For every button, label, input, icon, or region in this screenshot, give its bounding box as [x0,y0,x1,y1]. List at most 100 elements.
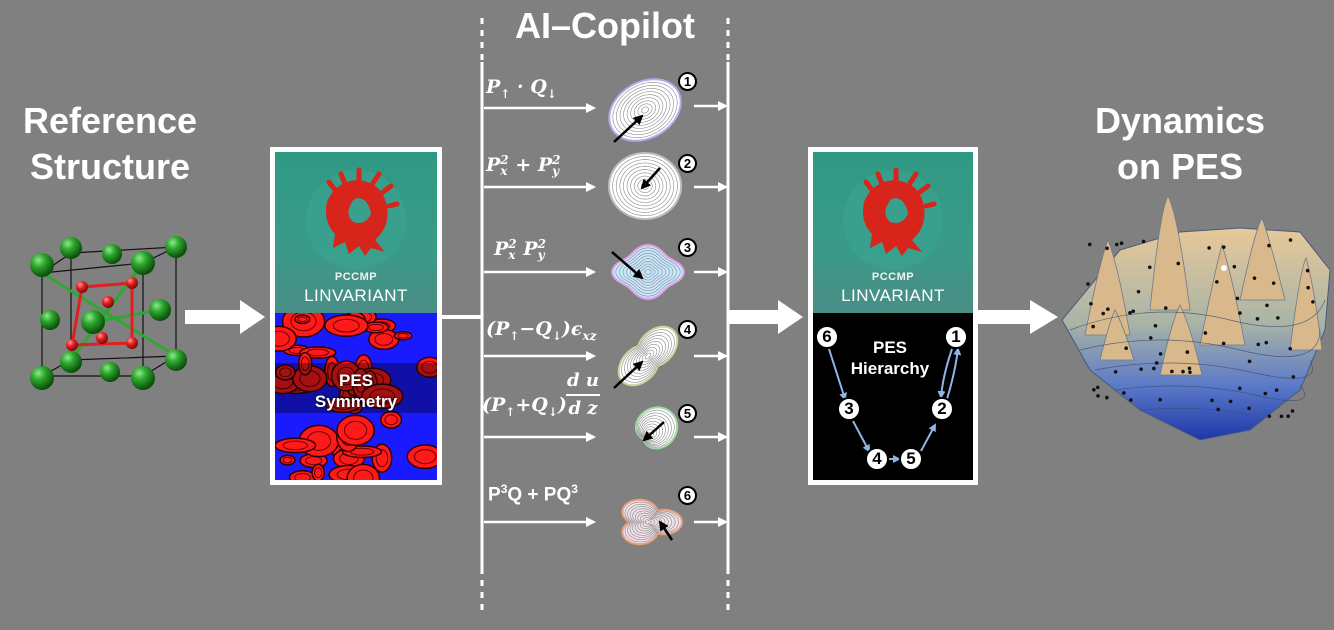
symmetry-blob-ring [282,456,293,464]
invariant-term-5: (P↑+Q↓) [482,394,567,419]
pes-point [1221,245,1226,249]
pes-point [1215,280,1219,284]
term-part: 2 [537,237,546,251]
symmetry-blob [346,463,381,480]
symmetry-map-image [275,313,437,480]
pes-point [1139,367,1143,371]
title-line: Dynamics [1094,100,1266,141]
pes-point [1087,242,1092,247]
pes-hierarchy-label: PES Hierarchy [807,337,973,379]
pes-point [1247,406,1251,411]
arrow-copilot-to-box2 [728,300,803,334]
pes-point [1255,317,1260,321]
symmetry-blob-ring [297,316,308,323]
pes-landscape-image [1061,195,1331,441]
label-shade [275,363,437,413]
term-part: Q + PQ [507,484,572,506]
term-part: (P [486,318,510,340]
pes-point [1305,268,1310,273]
term-part: ↓ [551,328,562,343]
arrow-structure-to-box1 [185,300,265,334]
term-part: ↑ [505,404,516,419]
pes-point [1286,414,1290,418]
pes-point [1136,289,1141,294]
term-part: y [552,164,560,178]
pes-point [1265,303,1269,308]
symmetry-blob-ring [375,449,389,468]
pes-point [1267,414,1272,419]
symmetry-blob-ring [353,469,374,480]
pes-symmetry-panel: PES Symmetry [275,313,437,480]
term-number-badge: 4 [678,320,697,339]
pes-point [1105,246,1109,251]
term-arrows [484,101,728,527]
term-part: P [494,238,509,260]
contour-glyph [608,78,682,142]
pes-symmetry-label: PES Symmetry [275,370,437,412]
pes-point [1122,391,1126,395]
term-part: Q [530,76,547,98]
symmetry-blob-ring [368,323,385,332]
pes-point [1163,306,1168,310]
pes-point [1276,316,1280,320]
pes-point [1091,324,1095,329]
symmetry-blob [406,444,437,470]
symmetry-blob-ring [343,420,368,440]
pes-point [1232,264,1237,269]
pes-point [1185,350,1190,354]
symmetry-blob [275,325,298,352]
symmetry-blob [297,351,313,376]
symmetry-blob [415,356,437,378]
term-part: 3 [571,482,578,496]
pes-point [1279,414,1284,419]
title-line: on PES [1116,146,1244,187]
title-line: Reference [22,100,198,141]
term-part: ↑ [500,86,511,101]
symmetry-blob-ring [369,388,396,405]
fraction-denominator: d z [568,398,598,419]
hierarchy-node: 1 [944,325,968,349]
invariant-term-4: (P↑−Q↓)ϵxz [486,318,596,343]
crystal-structure-icon [30,236,187,390]
pes-point [1170,369,1174,374]
symmetry-blob-ring [413,449,437,465]
term-part: x [508,248,516,262]
brand-header: PCCMP LINVARIANT [813,152,973,313]
term-part: )ϵ [561,318,583,340]
pes-hierarchy-panel: PES Hierarchy 6 1 3 2 4 5 [813,313,973,480]
pes-point [1089,301,1093,306]
flow-arrows [185,300,1058,334]
vector-arrow [640,167,661,190]
pes-point [1216,407,1220,412]
brand-small-text: PCCMP [871,271,915,283]
hierarchy-node: 3 [837,397,861,421]
pes-point [1101,311,1106,316]
pes-point [1187,366,1192,371]
pes-point [1252,276,1257,280]
invariant-term-6: P3Q + PQ3 [488,482,578,506]
brand-large-text: LINVARIANT [304,286,408,305]
pes-point [1291,375,1296,379]
pes-point [1235,296,1240,301]
symmetry-blob-ring [332,318,360,333]
term-part: x [500,164,508,178]
term-part: ↓ [547,404,558,419]
pes-point [1290,409,1295,413]
pes-point [1153,323,1158,328]
pes-point [1288,346,1292,351]
symmetry-blob-ring [384,414,398,426]
symmetry-blob-ring [275,330,290,347]
symmetry-blob [275,437,317,454]
symmetry-blob-ring [397,332,409,339]
pes-point [1247,359,1252,364]
term-number-badge: 3 [678,238,697,257]
term-part: 3 [500,482,508,496]
term-part: (P [482,394,506,416]
term-number-badge: 2 [678,154,697,173]
invariant-term-5-fraction: d u d z [566,368,600,422]
term-number-badge: 6 [678,486,697,505]
pes-point [1274,388,1279,392]
pes-point [1105,395,1109,400]
linvariant-hierarchy-box: PCCMP LINVARIANT PES Hierarchy 6 1 3 [808,147,978,485]
